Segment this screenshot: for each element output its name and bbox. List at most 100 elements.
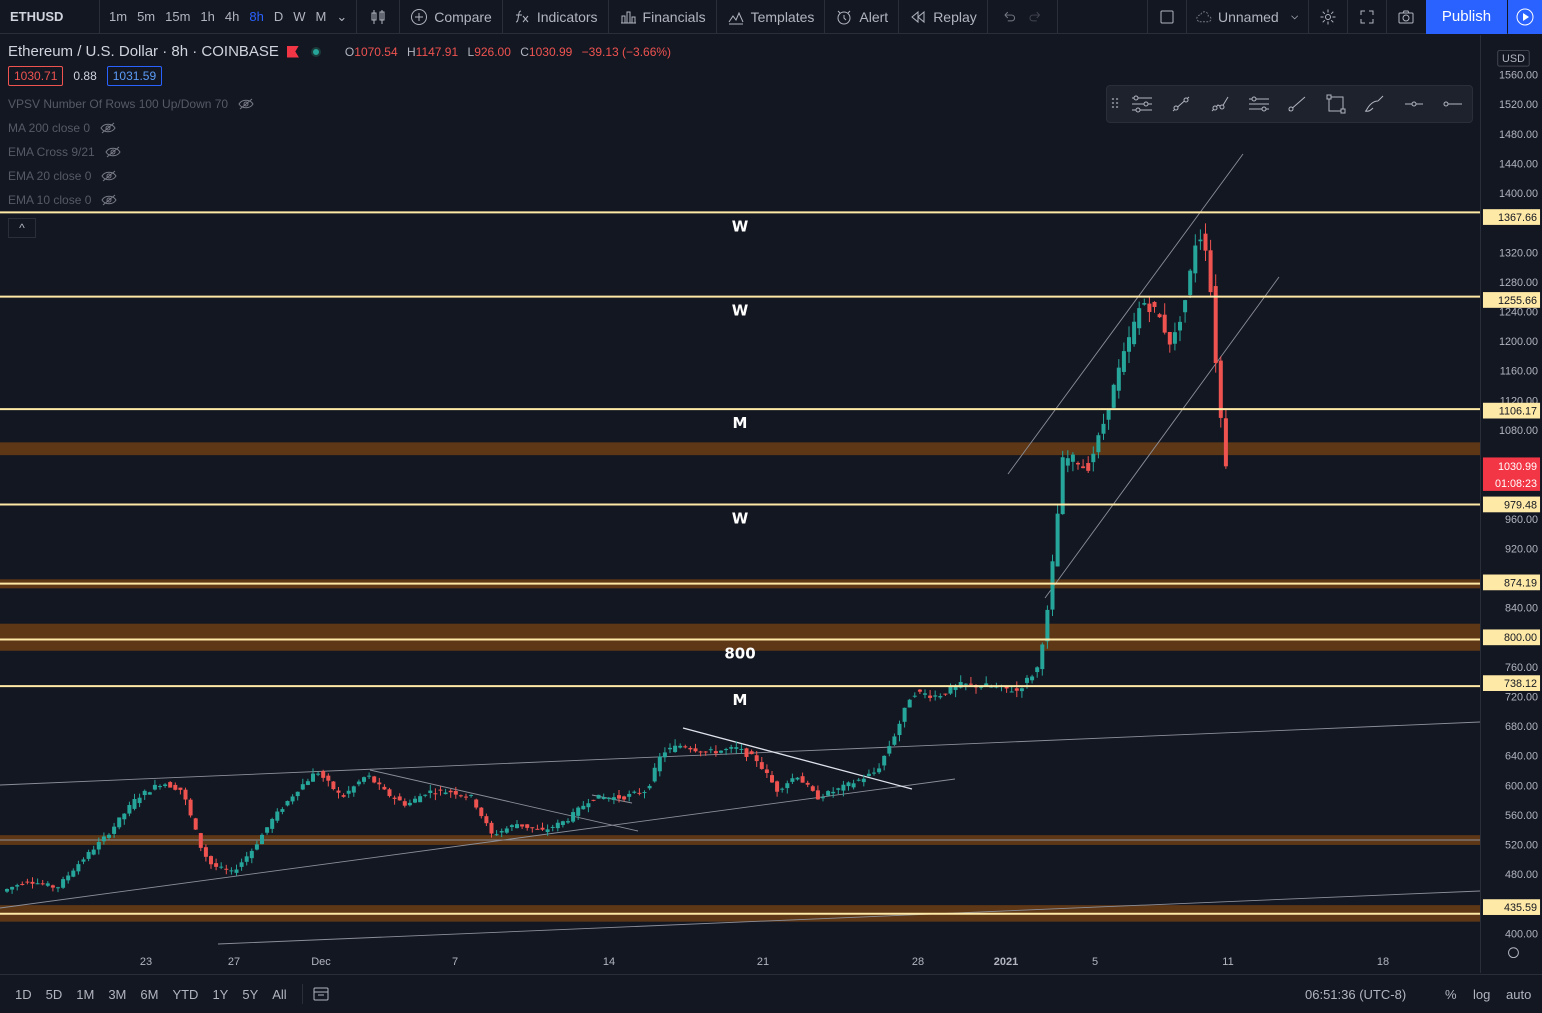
publish-button[interactable]: Publish bbox=[1426, 0, 1507, 34]
hidden-eye-icon[interactable] bbox=[105, 146, 121, 158]
buy-price[interactable]: 1031.59 bbox=[106, 66, 163, 86]
currency-badge[interactable] bbox=[1497, 49, 1530, 67]
candle-up bbox=[1132, 321, 1137, 345]
candle-down bbox=[30, 881, 35, 884]
lines-template-icon bbox=[1132, 95, 1153, 113]
interval-4h[interactable]: 4h bbox=[224, 9, 240, 24]
auto-toggle[interactable]: auto bbox=[1506, 987, 1532, 1002]
indicator-item[interactable]: VPSV Number Of Rows 100 Up/Down 70 bbox=[8, 92, 677, 116]
hidden-eye-icon[interactable] bbox=[101, 170, 117, 182]
chevron-down-icon bbox=[1290, 15, 1298, 19]
candle-down bbox=[1086, 463, 1091, 471]
redo-icon[interactable] bbox=[1027, 8, 1045, 26]
settings-button[interactable] bbox=[1309, 0, 1348, 34]
candle-up bbox=[1025, 677, 1029, 683]
stream-button[interactable] bbox=[1508, 0, 1542, 34]
horizontal-ray-tool[interactable] bbox=[1394, 86, 1433, 122]
symbol-title[interactable]: Ethereum / U.S. Dollar · 8h · COINBASE bbox=[8, 43, 279, 60]
range-ytd[interactable]: YTD bbox=[172, 986, 199, 1002]
templates-button[interactable]: Templates bbox=[717, 0, 826, 34]
top-toolbar: ETHUSD 1m 5m 15m 1h 4h 8h D W M ⌄ Compare Indicat… bbox=[0, 0, 1542, 34]
interval-8h[interactable]: 8h bbox=[249, 9, 264, 24]
parallel-channel-tool[interactable] bbox=[1239, 86, 1278, 122]
candle-down bbox=[188, 799, 193, 816]
range-all[interactable]: All bbox=[272, 986, 287, 1002]
rectangle-tool[interactable] bbox=[1317, 86, 1356, 122]
indicators-button[interactable]: Indicators bbox=[503, 0, 609, 34]
interval-W[interactable]: W bbox=[293, 9, 306, 24]
candle-down bbox=[530, 827, 535, 829]
clock-time[interactable]: 06:51:36 (UTC-8) bbox=[1305, 987, 1407, 1002]
candle-down bbox=[540, 827, 545, 830]
fullscreen-toggle[interactable] bbox=[1147, 0, 1187, 34]
flag-icon[interactable] bbox=[286, 45, 299, 58]
snapshot-button[interactable] bbox=[1387, 0, 1425, 34]
undo-icon[interactable] bbox=[1000, 8, 1018, 26]
interval-D[interactable]: D bbox=[273, 9, 284, 24]
interval-5m[interactable]: 5m bbox=[137, 9, 156, 24]
scale-settings-icon[interactable] bbox=[1508, 947, 1519, 959]
compare-button[interactable]: Compare bbox=[400, 0, 503, 34]
symbol-search[interactable]: ETHUSD bbox=[0, 0, 100, 34]
expand-button[interactable] bbox=[1348, 0, 1387, 34]
interval-15m[interactable]: 15m bbox=[165, 9, 191, 24]
ray-tool[interactable] bbox=[1278, 86, 1317, 122]
price-tick-label: 1200.00 bbox=[1499, 336, 1538, 348]
candle-down bbox=[1213, 286, 1218, 364]
trendline-tool[interactable] bbox=[1162, 86, 1201, 122]
horizontal-line-tool[interactable] bbox=[1433, 86, 1472, 122]
hidden-eye-icon[interactable] bbox=[238, 98, 254, 110]
candle-up bbox=[831, 791, 836, 794]
interval-M[interactable]: M bbox=[315, 9, 327, 24]
log-toggle[interactable]: log bbox=[1473, 987, 1491, 1002]
range-6m[interactable]: 6M bbox=[140, 986, 159, 1002]
candle-down bbox=[402, 801, 407, 806]
interval-1m[interactable]: 1m bbox=[109, 9, 128, 24]
calendar-range-icon[interactable] bbox=[311, 984, 331, 1004]
interval-1h[interactable]: 1h bbox=[200, 9, 215, 24]
candle-up bbox=[902, 707, 907, 722]
hidden-eye-icon[interactable] bbox=[101, 194, 117, 206]
zone-box bbox=[0, 623, 1480, 651]
indicator-item[interactable]: EMA Cross 9/21 bbox=[8, 140, 677, 164]
percent-toggle[interactable]: % bbox=[1445, 987, 1457, 1002]
candle-up bbox=[234, 869, 239, 873]
chart-pane[interactable]: W W M W 800 M 23 27 Dec 7 14 21 28 2021 5 11 18 bbox=[0, 35, 1480, 973]
hidden-eye-icon[interactable] bbox=[100, 122, 116, 134]
range-5y[interactable]: 5Y bbox=[242, 986, 259, 1002]
candle-down bbox=[448, 790, 453, 793]
range-1d[interactable]: 1D bbox=[15, 986, 32, 1002]
range-1m[interactable]: 1M bbox=[76, 986, 95, 1002]
drawing-toolbar: ⠿ bbox=[1106, 85, 1473, 123]
indicator-item[interactable]: MA 200 close 0 bbox=[8, 116, 677, 140]
currency-label: USD bbox=[1502, 53, 1525, 65]
replay-button[interactable]: Replay bbox=[899, 0, 988, 34]
interval-dropdown-icon[interactable]: ⌄ bbox=[336, 8, 348, 24]
level-price-tag bbox=[1482, 574, 1541, 591]
layout-name-button[interactable]: Unnamed bbox=[1187, 0, 1309, 34]
brush-tool[interactable] bbox=[1356, 86, 1395, 122]
path-tool[interactable] bbox=[1200, 86, 1239, 122]
sell-price[interactable]: 1030.71 bbox=[8, 66, 64, 86]
financials-button[interactable]: Financials bbox=[609, 0, 717, 34]
candle-up bbox=[657, 756, 662, 772]
collapse-legend-button[interactable]: ^ bbox=[8, 218, 36, 238]
rectangle-icon bbox=[1326, 94, 1346, 114]
candle-up bbox=[71, 870, 76, 877]
candle-up bbox=[1106, 409, 1111, 420]
candle-down bbox=[617, 795, 621, 799]
candle-up bbox=[668, 747, 672, 750]
range-1y[interactable]: 1Y bbox=[212, 986, 229, 1002]
candle-up bbox=[933, 695, 938, 697]
template-tool[interactable] bbox=[1123, 86, 1162, 122]
price-scale[interactable]: USD 400.00 480.00 520.00 560.00 600.00 640.00 6… bbox=[1480, 35, 1542, 973]
indicator-item[interactable]: EMA 10 close 0 bbox=[8, 188, 677, 212]
range-5d[interactable]: 5D bbox=[45, 986, 63, 1002]
alert-button[interactable]: Alert bbox=[825, 0, 900, 34]
range-3m[interactable]: 3M bbox=[108, 986, 127, 1002]
drag-handle-icon[interactable]: ⠿ bbox=[1109, 95, 1121, 112]
chart-type-button[interactable] bbox=[357, 0, 401, 34]
candle-down bbox=[1162, 314, 1167, 333]
level-price-tag bbox=[1482, 675, 1541, 691]
indicator-item[interactable]: EMA 20 close 0 bbox=[8, 164, 677, 188]
